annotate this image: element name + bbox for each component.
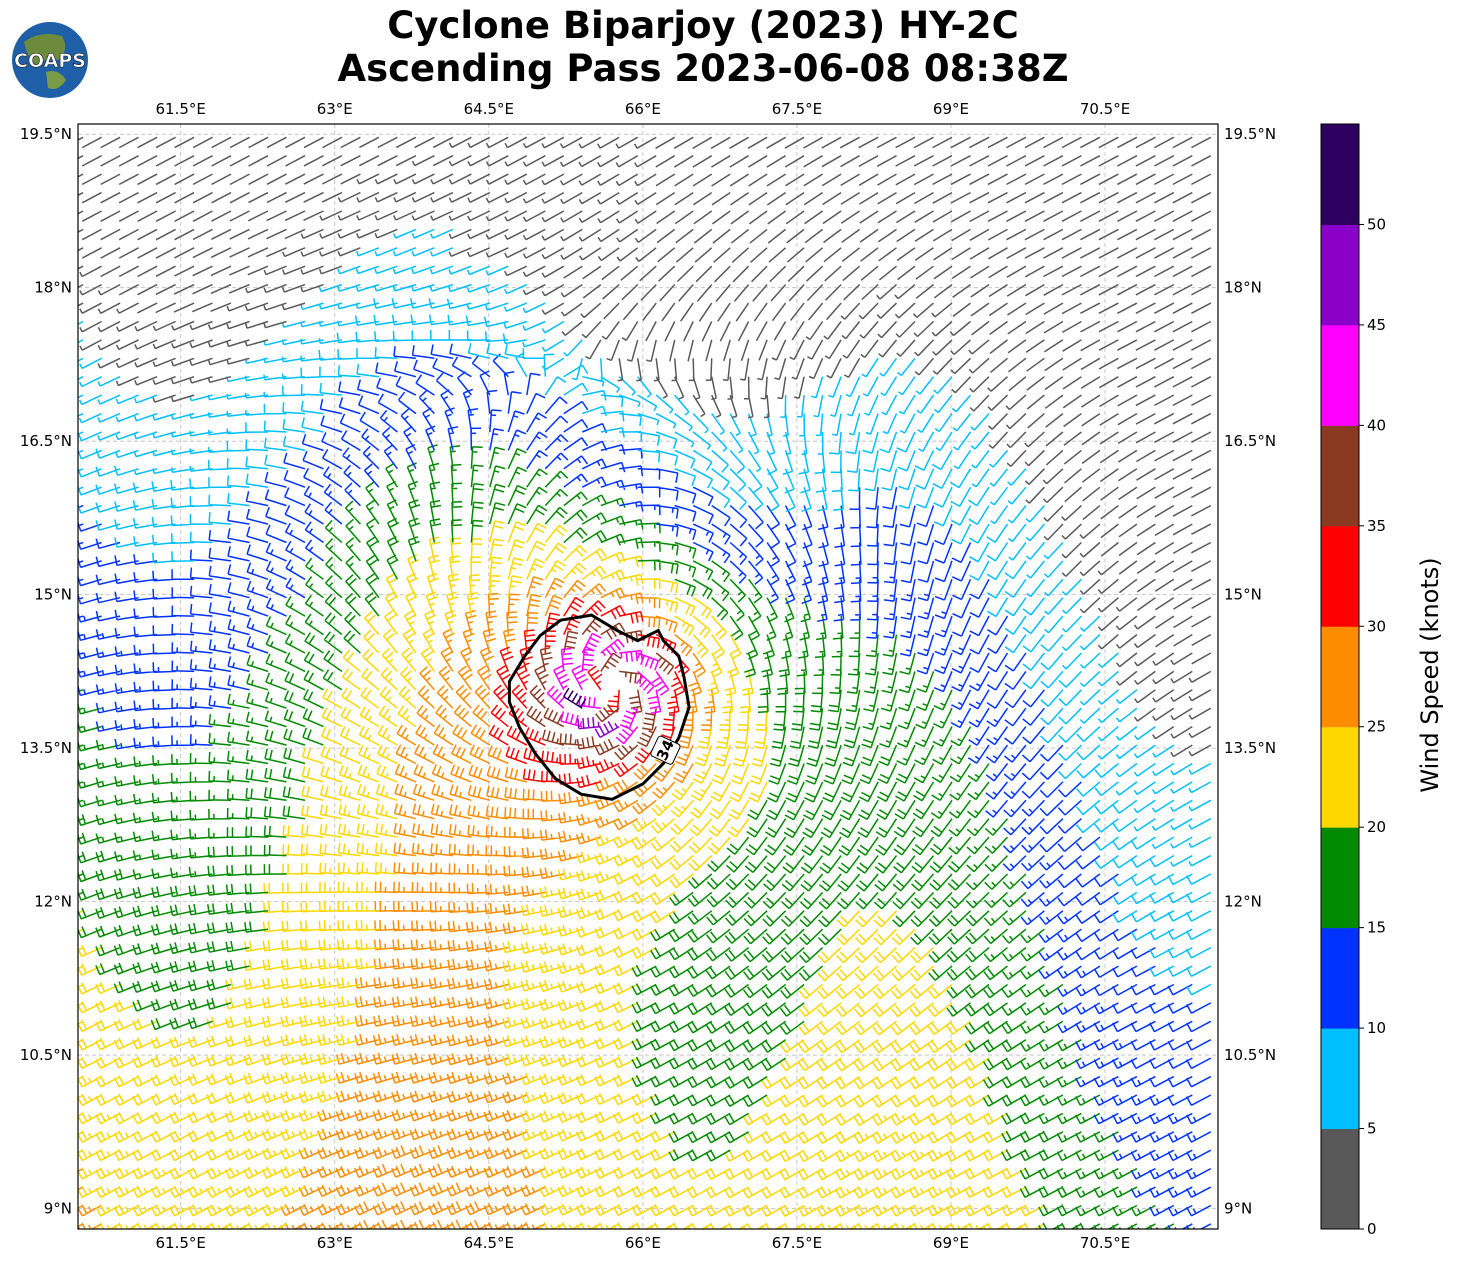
lon-tick-label-top: 69°E [933,100,969,118]
wind-barb-group [546,632,670,745]
wind-barb-group [78,444,1175,1229]
wind-barb-group [526,616,675,761]
lon-tick-label-bottom: 69°E [933,1234,969,1252]
wind-barb-group [78,343,1212,1229]
coaps-logo: COAPS [12,22,88,98]
lon-tick-label-top: 61.5°E [156,100,206,118]
lat-tick-label-left: 15°N [34,586,72,604]
lon-tick-label-bottom: 63°E [317,1234,353,1252]
lat-tick-label-right: 10.5°N [1224,1046,1276,1064]
colorbar-tick-label: 40 [1367,416,1386,434]
colorbar-frame [1320,123,1360,1230]
lon-tick-label-bottom: 70.5°E [1080,1234,1130,1252]
wind-barb-group [78,520,1045,1229]
colorbar-tick-label: 25 [1367,718,1386,736]
colorbar-tick-label: 35 [1367,517,1386,535]
lat-tick-label-left: 19.5°N [20,125,72,143]
wind-barb-group [562,687,587,709]
contour-34kt [507,613,691,801]
colorbar-tick-label: 45 [1367,316,1386,334]
colorbar-tick-label: 5 [1367,1120,1377,1138]
lon-tick-label-bottom: 61.5°E [156,1234,206,1252]
lat-tick-label-right: 18°N [1224,279,1262,297]
lon-tick-label-top: 70.5°E [1080,100,1130,118]
colorbar-segment [1321,124,1359,225]
lon-tick-label-top: 64.5°E [464,100,514,118]
title-line-1: Cyclone Biparjoy (2023) HY-2C [387,4,1019,47]
colorbar-segment [1321,1128,1359,1230]
wind-barb-group [577,717,620,739]
colorbar-label: Wind Speed (knots) [1416,557,1444,792]
title-line-2: Ascending Pass 2023-06-08 08:38Z [337,47,1069,90]
colorbar-segment [1321,224,1359,326]
colorbar-segment [1321,927,1359,1029]
lat-tick-label-right: 12°N [1224,893,1262,911]
lat-tick-label-left: 9°N [44,1200,72,1218]
lat-tick-label-right: 9°N [1224,1200,1252,1218]
lon-tick-label-bottom: 66°E [625,1234,661,1252]
colorbar-tick-label: 15 [1367,919,1386,937]
colorbar-tick-label: 10 [1367,1019,1386,1037]
lon-tick-label-bottom: 67.5°E [772,1234,822,1252]
wind-barbs [78,136,1212,1229]
colorbar-segment [1321,425,1359,527]
lat-tick-label-right: 13.5°N [1224,739,1276,757]
wind-barb-group [78,576,716,1229]
lat-tick-label-right: 19.5°N [1224,125,1276,143]
colorbar-segment [1321,827,1359,929]
colorbar-tick-label: 30 [1367,617,1386,635]
lat-tick-label-right: 15°N [1224,586,1262,604]
colorbar-segment [1321,626,1359,728]
colorbar-segment [1321,324,1359,426]
colorbar-segment [1321,525,1359,627]
lat-tick-label-left: 10.5°N [20,1046,72,1064]
svg-text:COAPS: COAPS [14,50,86,72]
lon-tick-label-top: 67.5°E [772,100,822,118]
lat-tick-label-right: 16.5°N [1224,432,1276,450]
axis-ticks: 61.5°E 61.5°E 63°E 63°E 64.5°E 64.5°E 66°E 66°E… [20,100,1276,1252]
colorbar-segment [1321,1028,1359,1130]
colorbar-segment [1321,726,1359,828]
lon-tick-label-top: 66°E [625,100,661,118]
colorbar-tick-label: 20 [1367,818,1386,836]
lon-tick-label-top: 63°E [317,100,353,118]
wind-barb-group [78,228,1212,996]
colorbar: 0 5 10 15 20 25 30 35 40 45 50 [1320,123,1386,1238]
svg-text:Wind Speed (knots): Wind Speed (knots) [1416,557,1444,792]
lat-tick-label-left: 13.5°N [20,739,72,757]
colorbar-tick-label: 0 [1367,1220,1377,1238]
lat-tick-label-left: 18°N [34,279,72,297]
map-frame [77,123,1219,1230]
lon-tick-label-bottom: 64.5°E [464,1234,514,1252]
lat-tick-label-left: 12°N [34,893,72,911]
lat-tick-label-left: 16.5°N [20,432,72,450]
wind-barb-group [78,136,1212,758]
colorbar-tick-label: 50 [1367,215,1386,233]
wind-barb-group [488,596,690,789]
